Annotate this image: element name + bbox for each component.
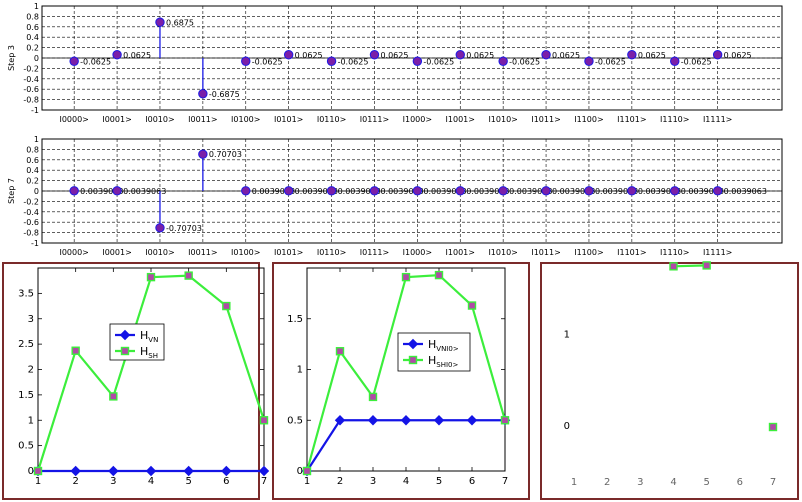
data-point (334, 415, 346, 426)
data-point (109, 392, 118, 401)
data-point (119, 329, 131, 341)
x-tick-label: 1 (571, 477, 577, 488)
data-point (120, 346, 130, 356)
data-point (407, 338, 419, 350)
data-point (183, 465, 194, 477)
data-point (146, 272, 156, 282)
panel-frame-left (2, 262, 260, 500)
legend-label: HSH (140, 345, 158, 360)
legend-label: HVNI0> (428, 338, 459, 353)
y-tick-label: 1.5 (18, 390, 34, 401)
data-point (70, 465, 81, 477)
y-tick-label: 0.5 (18, 441, 34, 452)
x-tick-label: 2 (604, 477, 610, 488)
data-point (433, 415, 445, 426)
x-tick-label: 6 (223, 476, 229, 487)
data-point (768, 422, 778, 432)
legend-label: HSHI0> (428, 354, 459, 369)
legend-box (109, 323, 165, 361)
data-point (221, 465, 232, 477)
data-point (258, 465, 270, 477)
x-tick-label: 5 (703, 477, 709, 488)
y-tick-label: 1 (28, 415, 34, 426)
panel-frame-right (540, 262, 799, 500)
legend-box (397, 332, 471, 372)
y-tick-label: 3 (28, 314, 34, 325)
data-point (145, 465, 157, 477)
data-point (400, 415, 412, 426)
data-point (184, 271, 193, 280)
x-tick-label: 3 (110, 476, 116, 487)
data-point (500, 416, 510, 425)
data-point (702, 261, 711, 270)
data-point (71, 346, 80, 355)
x-tick-label: 3 (370, 476, 376, 487)
x-tick-label: 1 (35, 476, 41, 487)
y-tick-label: 0.5 (287, 415, 303, 426)
y-tick-label: 3.5 (18, 288, 34, 299)
data-point (434, 270, 444, 280)
y-tick-label: 1 (564, 329, 570, 340)
x-tick-label: 4 (148, 476, 154, 487)
y-tick-label: 1 (297, 365, 303, 376)
legend-label: HVN (140, 329, 158, 344)
x-tick-label: 5 (185, 476, 191, 487)
x-tick-label: 5 (436, 476, 442, 487)
y-tick-label: 1.5 (287, 314, 303, 325)
x-tick-label: 4 (403, 476, 409, 487)
series-line (673, 264, 707, 268)
y-tick-label: 0 (297, 466, 303, 477)
x-tick-label: 7 (770, 477, 776, 488)
data-point (367, 415, 379, 426)
x-tick-label: 7 (261, 476, 267, 487)
data-point (33, 466, 43, 476)
x-tick-label: 2 (72, 476, 78, 487)
x-tick-label: 7 (502, 476, 508, 487)
data-point (302, 466, 312, 476)
data-point (466, 415, 478, 426)
data-point (401, 272, 411, 282)
x-tick-label: 2 (337, 476, 343, 487)
x-tick-label: 1 (304, 476, 310, 487)
data-point (467, 301, 477, 310)
data-point (368, 392, 378, 402)
data-point (669, 262, 678, 271)
data-point (222, 301, 231, 311)
data-point (259, 416, 269, 425)
x-tick-label: 3 (637, 477, 643, 488)
y-tick-label: 2 (28, 365, 34, 376)
x-tick-label: 6 (737, 477, 743, 488)
data-point (108, 465, 119, 477)
y-tick-label: 0 (28, 466, 34, 477)
data-point (335, 347, 345, 356)
x-tick-label: 6 (469, 476, 475, 487)
data-point (408, 355, 418, 365)
x-tick-label: 4 (670, 477, 676, 488)
y-tick-label: 2.5 (18, 339, 34, 350)
y-tick-label: 0 (564, 421, 570, 432)
